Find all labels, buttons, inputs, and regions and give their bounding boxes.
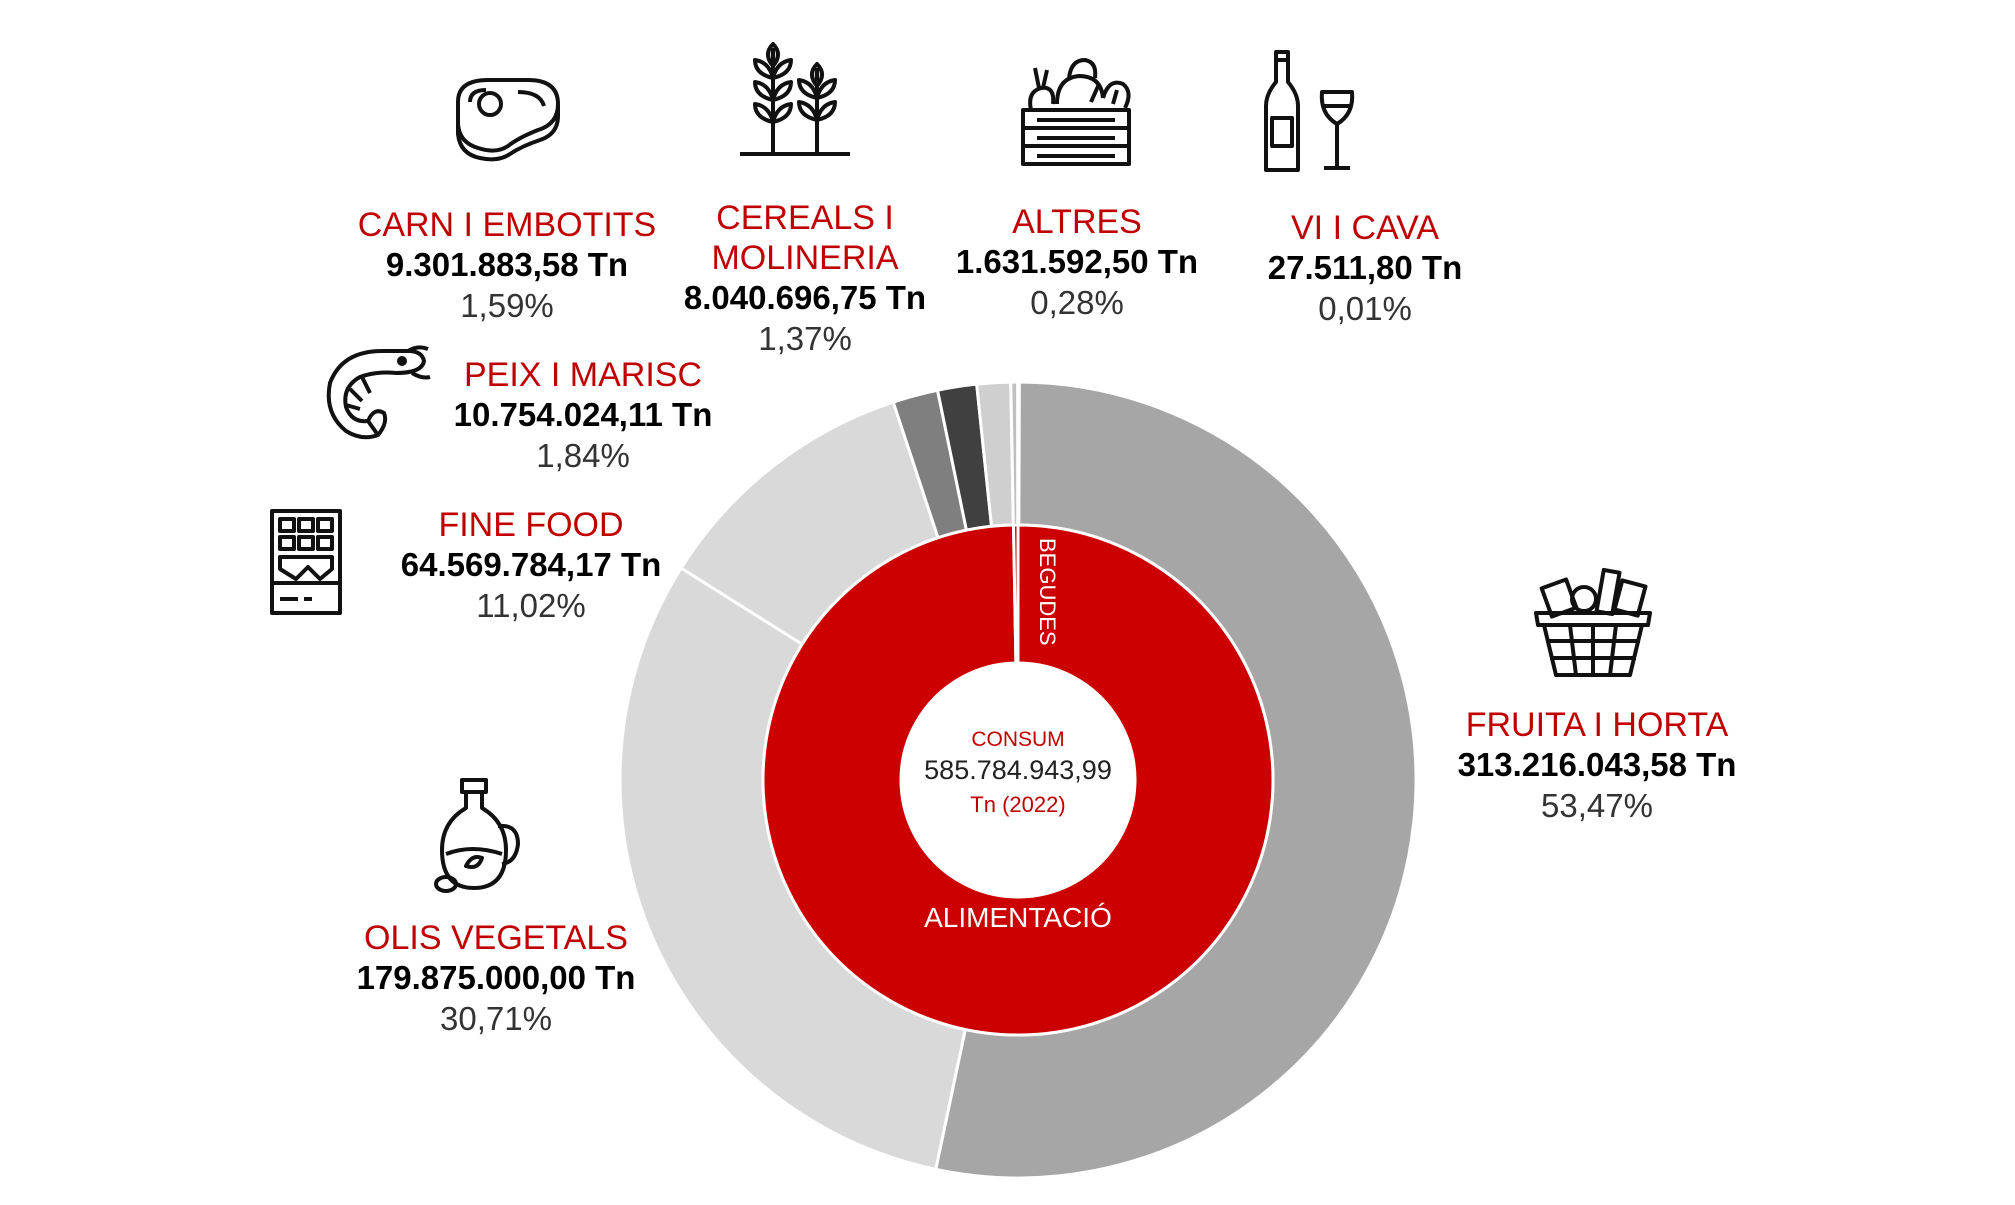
- label-value: 64.569.784,17 Tn: [400, 546, 662, 583]
- label-name-line1: CEREALS I: [716, 199, 894, 237]
- wheat-icon: [735, 38, 855, 158]
- label-percent: 11,02%: [476, 587, 586, 624]
- label-value: 179.875.000,00 Tn: [356, 959, 636, 996]
- label-name: FINE FOOD: [438, 506, 624, 544]
- wine-icon: [1258, 50, 1358, 174]
- label-name-line2: MOLINERIA: [711, 239, 899, 277]
- label-altres: ALTRES 1.631.592,50 Tn 0,28%: [956, 202, 1198, 324]
- label-name: CARN I EMBOTITS: [357, 206, 657, 244]
- inner-label-alimentacio: ALIMENTACIÓ: [924, 902, 1112, 933]
- label-peix-i-marisc: PEIX I MARISC 10.754.024,11 Tn 1,84%: [454, 355, 713, 477]
- center-title: CONSUM: [971, 728, 1065, 751]
- label-percent: 0,01%: [1318, 290, 1412, 327]
- label-fine-food: FINE FOOD 64.569.784,17 Tn 11,02%: [401, 505, 662, 627]
- outer-slice-vi-i-cava: [1016, 380, 1021, 527]
- label-value: 9.301.883,58 Tn: [385, 246, 629, 283]
- label-percent: 30,71%: [440, 1000, 552, 1037]
- label-name: PEIX I MARISC: [463, 356, 703, 394]
- label-percent: 0,28%: [1030, 284, 1124, 321]
- shrimp-icon: [322, 343, 432, 443]
- inner-slice-alimentaci: [761, 523, 1275, 1037]
- label-percent: 1,84%: [536, 437, 630, 474]
- inner-label-begudes: BEGUDES: [1035, 538, 1060, 646]
- label-name: ALTRES: [1012, 203, 1142, 241]
- vegetable-crate-icon: [1013, 48, 1139, 168]
- oil-bottle-icon: [432, 778, 522, 894]
- basket-icon: [1530, 565, 1656, 680]
- label-cereals-i-molineria: CEREALS I MOLINERIA 8.040.696,75 Tn 1,37…: [684, 198, 926, 360]
- label-name: FRUITA I HORTA: [1465, 706, 1729, 744]
- label-olis-vegetals: OLIS VEGETALS 179.875.000,00 Tn 30,71%: [357, 918, 636, 1040]
- center-unit: Tn (2022): [970, 792, 1066, 817]
- label-value: 313.216.043,58 Tn: [1457, 746, 1737, 783]
- label-value: 1.631.592,50 Tn: [955, 243, 1199, 280]
- label-percent: 1,59%: [460, 287, 554, 324]
- label-vi-i-cava: VI I CAVA 27.511,80 Tn 0,01%: [1268, 208, 1462, 330]
- label-percent: 1,37%: [758, 320, 852, 357]
- label-value: 8.040.696,75 Tn: [683, 279, 927, 316]
- label-value: 10.754.024,11 Tn: [453, 396, 713, 433]
- center-value: 585.784.943,99: [924, 755, 1112, 785]
- label-percent: 53,47%: [1541, 787, 1653, 824]
- inner-slice-begudes: [1011, 523, 1020, 665]
- label-carn-i-embotits: CARN I EMBOTITS 9.301.883,58 Tn 1,59%: [358, 205, 656, 327]
- label-name: OLIS VEGETALS: [364, 919, 628, 957]
- chocolate-bar-icon: [268, 507, 344, 617]
- label-name: VI I CAVA: [1290, 209, 1440, 247]
- label-fruita-i-horta: FRUITA I HORTA 313.216.043,58 Tn 53,47%: [1458, 705, 1737, 827]
- steak-icon: [448, 72, 564, 162]
- label-value: 27.511,80 Tn: [1267, 249, 1463, 286]
